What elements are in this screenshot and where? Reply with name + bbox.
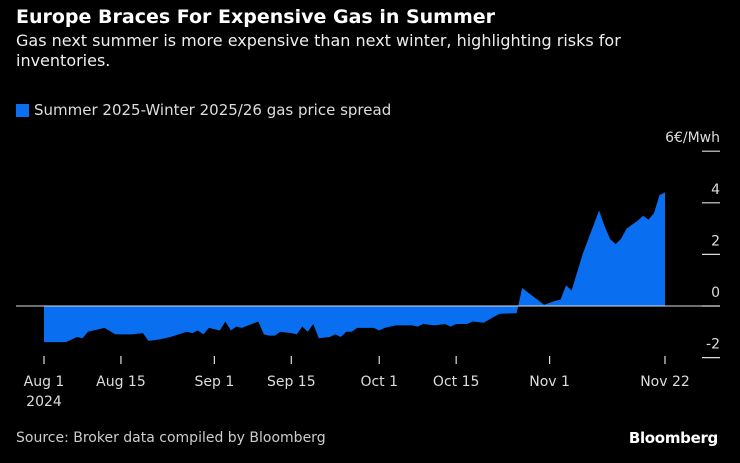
- legend-label: Summer 2025-Winter 2025/26 gas price spr…: [34, 101, 392, 119]
- y-tick-label: 4: [711, 182, 720, 198]
- y-tick-label: 6€/Mwh: [665, 130, 720, 146]
- legend: Summer 2025-Winter 2025/26 gas price spr…: [16, 101, 391, 119]
- x-tick-label: Oct 1: [360, 374, 398, 390]
- chart-subtitle: Gas next summer is more expensive than n…: [16, 31, 621, 70]
- x-tick-label: Aug 1: [24, 374, 65, 390]
- x-tick-label: Aug 15: [96, 374, 146, 390]
- y-tick-label: -2: [706, 337, 720, 353]
- chart-title: Europe Braces For Expensive Gas in Summe…: [16, 6, 496, 28]
- x-tick-label: Oct 15: [433, 374, 479, 390]
- y-tick-label: 2: [711, 233, 720, 249]
- y-tick-label: 0: [711, 285, 720, 301]
- x-tick-label: Sep 15: [267, 374, 316, 390]
- bloomberg-logo: Bloomberg: [628, 429, 718, 447]
- source-note: Source: Broker data compiled by Bloomber…: [16, 430, 326, 446]
- series-area: [44, 192, 665, 343]
- legend-swatch: [16, 103, 29, 117]
- x-tick-label: Nov 22: [640, 374, 690, 390]
- x-tick-label: Sep 1: [194, 374, 234, 390]
- x-tick-sublabel: 2024: [26, 394, 62, 410]
- x-tick-label: Nov 1: [529, 374, 570, 390]
